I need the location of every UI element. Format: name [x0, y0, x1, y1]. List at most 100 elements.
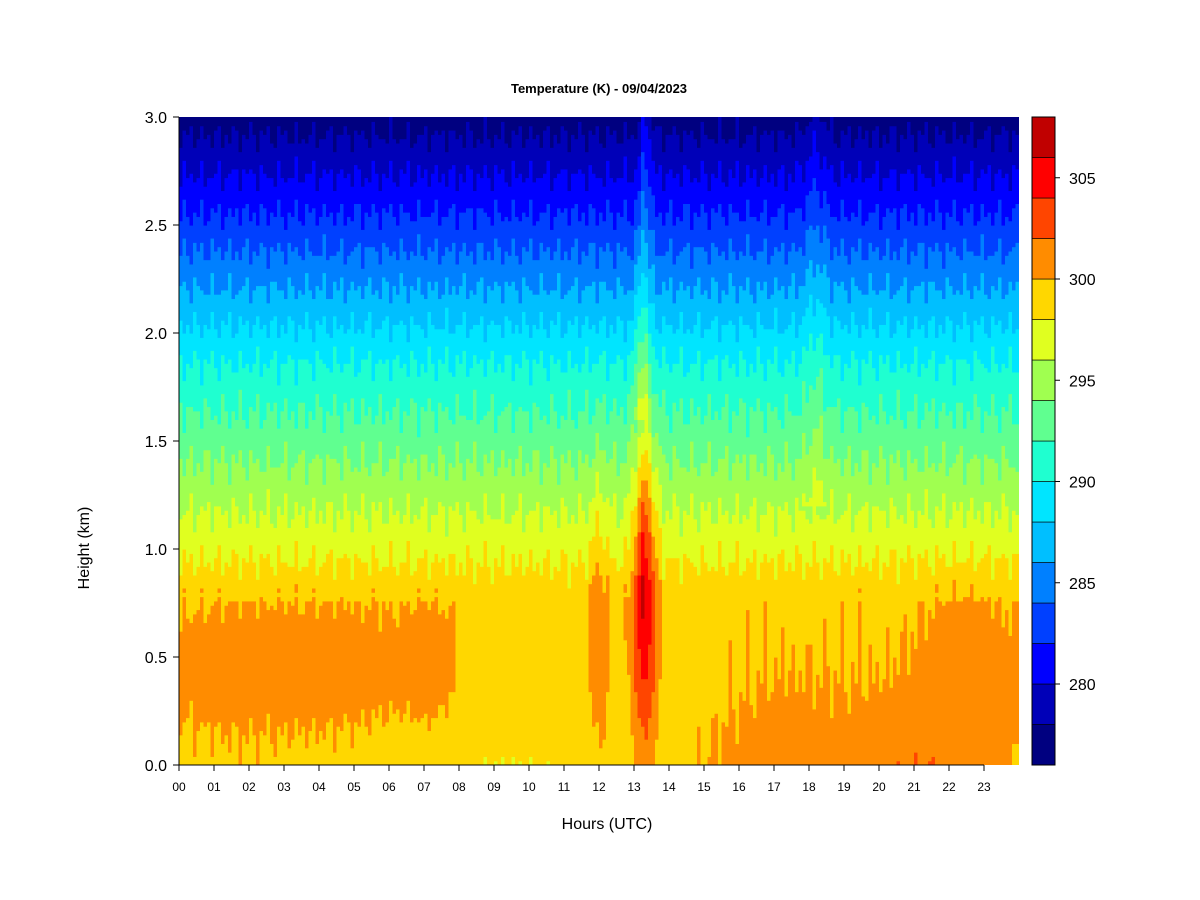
heatmap-cell	[291, 566, 296, 606]
heatmap-cell	[277, 726, 282, 765]
heatmap-cell	[676, 117, 681, 135]
heatmap-cell	[931, 281, 936, 317]
heatmap-cell	[448, 168, 453, 209]
heatmap-cell	[634, 294, 639, 330]
heatmap-cell	[322, 523, 327, 563]
heatmap-cell	[865, 328, 870, 364]
heatmap-cell	[221, 320, 226, 356]
heatmap-cell	[886, 626, 891, 765]
heatmap-cell	[840, 281, 845, 330]
heatmap-cell	[977, 600, 982, 765]
heatmap-cell	[994, 212, 999, 252]
x-axis: 00 01 02 03 04 05 06 07 08 09 10 11 12 13 14 15 16 17 18 19…	[172, 764, 991, 794]
heatmap-cell	[392, 566, 397, 619]
heatmap-cell	[336, 117, 341, 135]
heatmap-cell	[679, 117, 684, 153]
heatmap-cell	[798, 553, 803, 671]
heatmap-cell	[364, 358, 369, 416]
heatmap-cell	[382, 523, 387, 567]
heatmap-cell	[655, 358, 660, 395]
heatmap-cell	[424, 497, 429, 550]
heatmap-cell	[725, 142, 730, 187]
heatmap-cell	[924, 337, 929, 369]
colorbar-tick-label: 305	[1069, 171, 1096, 188]
heatmap-cell	[445, 151, 450, 187]
heatmap-cell	[634, 138, 639, 170]
heatmap-cell	[256, 255, 261, 287]
heatmap-cell	[798, 669, 803, 765]
heatmap-cell	[217, 160, 222, 204]
heatmap-cell	[186, 177, 191, 217]
heatmap-cell	[900, 557, 905, 632]
heatmap-cell	[438, 402, 443, 446]
heatmap-cell	[725, 225, 730, 261]
heatmap-cell	[889, 337, 894, 373]
heatmap-cell	[574, 363, 579, 429]
heatmap-cell	[711, 242, 716, 278]
y-tick-label: 1.0	[145, 542, 167, 559]
heatmap-cell	[186, 618, 191, 719]
heatmap-cell	[392, 285, 397, 325]
heatmap-cell	[945, 276, 950, 317]
heatmap-cell	[662, 389, 667, 455]
heatmap-cell	[399, 479, 404, 524]
heatmap-cell	[763, 432, 768, 477]
heatmap-cell	[725, 324, 730, 356]
heatmap-cell	[280, 734, 285, 765]
heatmap-cell	[371, 380, 376, 425]
heatmap-cell	[487, 285, 492, 325]
heatmap-cell	[980, 432, 985, 485]
heatmap-cell	[1005, 328, 1010, 369]
heatmap-cell	[777, 129, 782, 170]
heatmap-cell	[833, 315, 838, 356]
heatmap-cell	[459, 324, 464, 364]
heatmap-cell	[371, 160, 376, 204]
heatmap-cell	[343, 713, 348, 765]
heatmap-cell	[574, 315, 579, 364]
heatmap-cell	[840, 475, 845, 516]
heatmap-cell	[683, 129, 688, 166]
heatmap-cell	[441, 557, 446, 611]
heatmap-cell	[949, 518, 954, 567]
colorbar-tick-label: 290	[1069, 475, 1096, 492]
heatmap-cell	[595, 721, 600, 765]
heatmap-cell	[266, 268, 271, 304]
heatmap-cell	[385, 609, 390, 723]
heatmap-cell	[627, 138, 632, 183]
heatmap-cell	[728, 203, 733, 239]
heatmap-cell	[203, 259, 208, 295]
heatmap-cell	[291, 739, 296, 765]
heatmap-cell	[910, 510, 915, 559]
heatmap-cell	[770, 363, 775, 412]
heatmap-cell	[644, 393, 649, 451]
heatmap-cell	[903, 613, 908, 765]
heatmap-cell	[931, 462, 936, 528]
heatmap-cell	[655, 510, 660, 559]
heatmap-cell	[532, 510, 537, 572]
heatmap-cell	[343, 363, 348, 403]
heatmap-cell	[560, 337, 565, 373]
heatmap-cell	[287, 242, 292, 278]
heatmap-cell	[438, 561, 443, 615]
heatmap-cell	[417, 587, 422, 593]
x-tick-label: 14	[662, 780, 676, 794]
heatmap-cell	[781, 242, 786, 287]
heatmap-cell	[819, 505, 824, 520]
heatmap-cell	[252, 134, 257, 174]
heatmap-cell	[655, 117, 660, 127]
heatmap-cell	[928, 246, 933, 282]
heatmap-cell	[291, 142, 296, 179]
heatmap-cell	[315, 147, 320, 192]
heatmap-cell	[865, 294, 870, 330]
heatmap-cell	[970, 117, 975, 122]
heatmap-cell	[875, 203, 880, 248]
heatmap-cell	[644, 514, 649, 559]
heatmap-cell	[287, 479, 292, 528]
heatmap-cell	[438, 263, 443, 300]
heatmap-cell	[613, 397, 618, 442]
heatmap-cell	[280, 117, 285, 135]
heatmap-cell	[595, 302, 600, 334]
heatmap-cell	[441, 216, 446, 256]
heatmap-cell	[536, 259, 541, 295]
heatmap-cell	[935, 592, 940, 598]
